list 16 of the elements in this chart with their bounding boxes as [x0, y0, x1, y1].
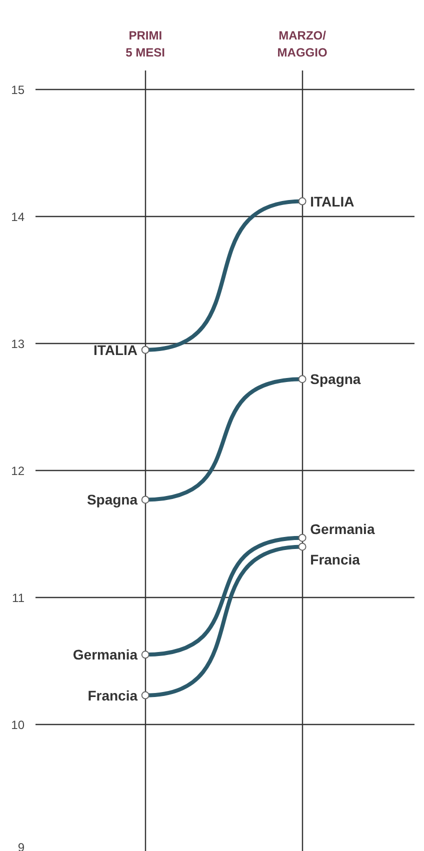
text: Germania	[310, 520, 375, 537]
y-tick-label: 15	[11, 83, 25, 98]
text: Francia	[310, 552, 360, 568]
text: ITALIA	[310, 193, 354, 210]
y-tick-label: 10	[11, 718, 25, 732]
y-tick-label: 14	[11, 210, 25, 224]
series-label: Francia	[88, 687, 138, 704]
x-tick-label: PRIMI 5 MESI	[126, 28, 166, 60]
text: Spagna	[310, 371, 361, 388]
y-tick-label: 13	[11, 337, 25, 352]
y-tick-label: 11	[12, 591, 25, 606]
series-label: ITALIA	[93, 342, 138, 358]
series-label: Spagna	[86, 492, 138, 508]
y-tick-label: 12	[11, 464, 25, 478]
series-label: Germania	[72, 646, 138, 663]
x-tick-label: MARZO/ MAGGIO	[277, 28, 328, 60]
